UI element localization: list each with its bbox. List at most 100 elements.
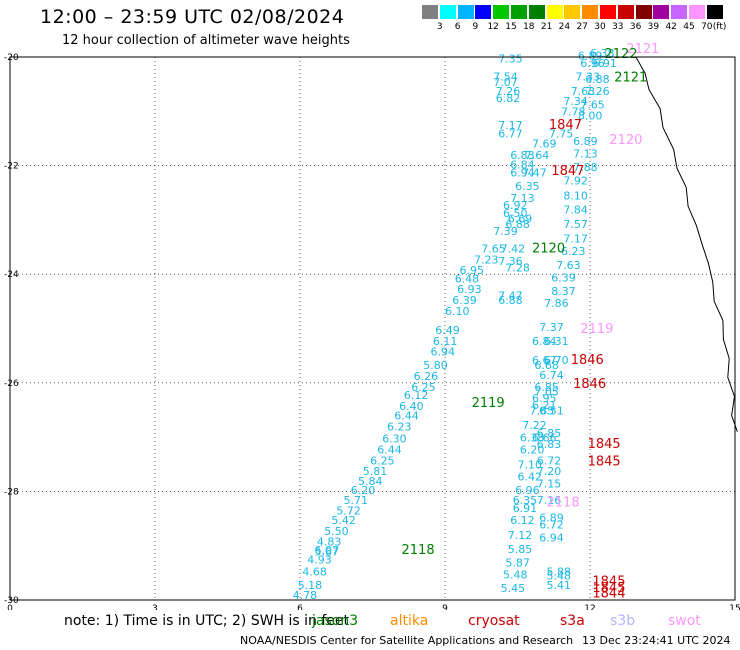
pass-time-label: 1846 (573, 377, 606, 392)
page-subtitle: 12 hour collection of altimeter wave hei… (62, 33, 350, 48)
swh-value: 6.95 (460, 264, 485, 277)
swh-value: 6.89 (539, 511, 564, 524)
colorbar-tick: 6 (454, 22, 461, 32)
swh-value: 6.31 (544, 335, 569, 348)
colorbar-tick: 18 (523, 22, 535, 32)
swh-value: 5.48 (547, 569, 572, 582)
swh-value: 6.35 (515, 180, 540, 193)
colorbar-swatch (600, 5, 616, 19)
colorbar-tick: 24 (558, 22, 571, 32)
colorbar-unit: (ft) (712, 22, 727, 32)
swh-value: 6.20 (351, 484, 376, 497)
swh-value: 6.10 (445, 305, 470, 318)
swh-value: 6.91 (513, 502, 538, 515)
swh-value: 6.23 (561, 245, 586, 258)
coastline (635, 56, 738, 432)
swh-value: 6.92 (503, 199, 528, 212)
colorbar-swatch (671, 5, 688, 19)
swh-value: 6.67 (532, 354, 557, 367)
swh-value: 7.63 (571, 85, 596, 98)
colorbar-tick: 45 (683, 22, 695, 32)
lat-tick-label: -20 (4, 53, 19, 63)
lon-tick-label: 15 (729, 604, 740, 610)
pass-time-label: 2120 (532, 242, 565, 257)
pass-time-label: 1844 (592, 586, 625, 601)
colorbar-swatch (706, 5, 723, 19)
swh-value: 6.11 (433, 335, 458, 348)
swh-value: 6.07 (315, 544, 340, 557)
swh-value: 6.51 (539, 404, 564, 417)
swh-value: 6.70 (544, 354, 569, 367)
swh-value: 6.84 (510, 158, 535, 171)
swh-value: 7.39 (493, 225, 518, 238)
swh-value: 5.45 (501, 582, 525, 595)
swh-value: 6.94 (510, 167, 535, 180)
swh-value: 6.69 (508, 213, 533, 226)
pass-time-label: 1846 (571, 353, 604, 368)
pass-time-label: 1847 (549, 118, 582, 133)
swh-value: 6.89 (578, 50, 603, 63)
swh-value: 5.67 (315, 546, 340, 559)
swh-value: 8.37 (551, 285, 576, 298)
swh-value: 7.17 (563, 233, 588, 246)
swh-value: 7.75 (549, 127, 574, 140)
swh-value: 7.26 (585, 85, 610, 98)
swh-value: 4.83 (317, 536, 342, 549)
swh-value: 6.39 (551, 271, 576, 284)
swh-value: 6.95 (532, 392, 557, 405)
swh-value: 7.35 (498, 52, 523, 65)
swh-value: 5.88 (547, 566, 572, 579)
swh-value: 7.17 (498, 119, 523, 132)
swh-value: 6.89 (573, 135, 598, 148)
colorbar-tick: 70 (701, 22, 713, 32)
colorbar-tick: 12 (487, 22, 499, 32)
swh-value: 6.42 (518, 471, 543, 484)
swh-value: 7.10 (518, 459, 543, 472)
pass-time-label: 1845 (588, 454, 621, 469)
swh-value: 6.25 (370, 454, 395, 467)
swh-value: 7.88 (573, 161, 598, 174)
swh-value: 5.81 (363, 465, 388, 478)
swh-value: 7.12 (508, 529, 533, 542)
swh-value: 7.78 (561, 106, 586, 119)
lat-tick-label: -30 (4, 596, 19, 606)
swh-value: 7.13 (573, 148, 598, 161)
swh-value: 7.65 (481, 243, 506, 256)
swh-value: 4.68 (302, 566, 327, 579)
swh-value: 6.35 (513, 494, 538, 507)
swh-value: 6.91 (592, 57, 617, 70)
swh-value: 7.07 (493, 76, 518, 89)
colorbar-tick: 15 (505, 22, 517, 32)
lon-tick-label: 12 (584, 604, 595, 610)
swh-value: 7.22 (522, 419, 547, 432)
pass-time-label: 2118 (547, 496, 580, 511)
swh-value: 7.36 (498, 255, 523, 268)
swh-value: 6.96 (515, 484, 540, 497)
colorbar-tick: 30 (594, 22, 606, 32)
swh-value: 7.34 (563, 95, 588, 108)
swh-value: 6.48 (455, 272, 480, 285)
colorbar-swatch (475, 5, 492, 19)
lat-tick-label: -28 (4, 487, 19, 497)
swh-value: 7.47 (522, 167, 547, 180)
pass-time-label: 2121 (626, 42, 659, 57)
swh-value: 6.93 (457, 283, 482, 296)
lon-tick-label: 0 (7, 604, 13, 610)
swh-value: 7.37 (539, 321, 564, 334)
swh-value: 6.44 (394, 410, 419, 423)
pass-time-label: 1845 (588, 437, 621, 452)
swh-value: 6.66 (532, 431, 557, 444)
colorbar-swatch (528, 5, 545, 19)
pass-time-label: 2118 (402, 543, 435, 558)
swh-value: 6.83 (510, 149, 535, 162)
swh-value: 6.77 (498, 127, 523, 140)
swh-value: 6.12 (510, 514, 535, 527)
swh-value: 6.68 (534, 359, 559, 372)
colorbar-swatch (457, 5, 474, 19)
swh-value: 7.23 (474, 253, 499, 266)
colorbar-tick: 21 (540, 22, 553, 32)
swh-value: 7.92 (563, 175, 588, 188)
swh-value: 7.57 (563, 218, 588, 231)
pass-labels: 2121212221211847212018472120211918461846… (402, 42, 660, 601)
swh-value: 6.85 (534, 381, 559, 394)
